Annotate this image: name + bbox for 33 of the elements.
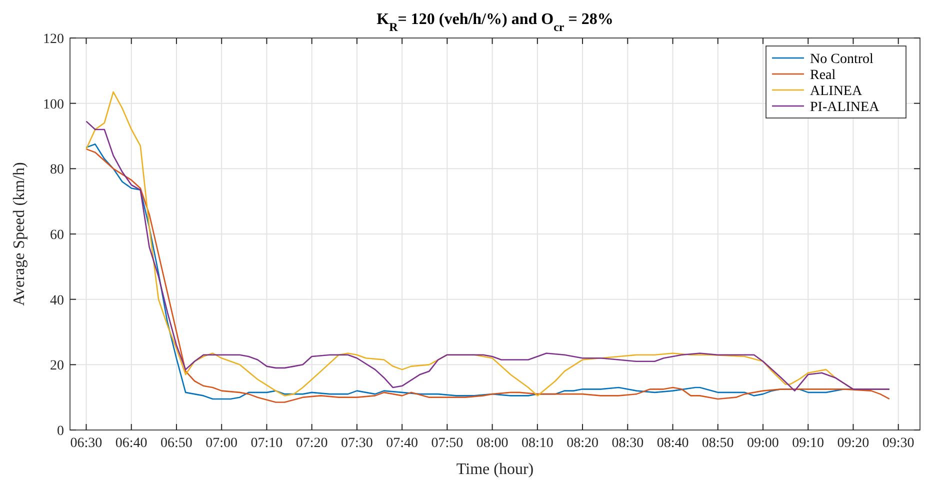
legend-label: No Control [810,52,874,67]
x-tick-label: 06:40 [115,436,148,451]
x-tick-label: 09:30 [882,436,914,451]
x-tick-label: 09:10 [792,436,824,451]
x-tick-label: 09:20 [837,436,870,451]
x-tick-label: 07:50 [431,436,464,451]
y-tick-label: 20 [50,358,64,374]
x-tick-label: 08:10 [521,436,554,451]
x-tick-label: 08:40 [656,436,689,451]
x-tick-label: 07:40 [386,436,418,451]
x-tick-label: 06:30 [70,436,102,451]
x-tick-label: 08:20 [566,436,598,451]
x-tick-label: 07:30 [340,436,373,451]
y-tick-label: 100 [43,97,64,112]
x-tick-label: 07:10 [250,436,283,451]
x-tick-label: 07:20 [296,436,328,451]
x-tick-label: 08:30 [612,436,644,451]
y-tick-label: 80 [50,162,64,178]
y-axis-title: Average Speed (km/h) [11,162,28,306]
y-tick-label: 60 [50,228,64,243]
x-tick-label: 08:00 [476,436,508,451]
x-tick-label: 09:00 [747,436,779,451]
legend-label: Real [810,68,836,83]
legend-label: PI-ALINEA [810,100,880,115]
x-tick-label: 06:50 [160,436,192,451]
y-tick-label: 0 [57,424,64,439]
x-tick-label: 08:50 [702,436,734,451]
x-tick-label: 07:00 [206,436,238,451]
legend-label: ALINEA [810,84,863,99]
y-tick-label: 120 [43,32,64,47]
chart-title: K$_{R}$= 120 (veh/h/%) and O$_{cr}$ = 28% [376,11,614,34]
y-tick-label: 40 [50,293,64,308]
x-axis-title: Time (hour) [456,461,534,478]
